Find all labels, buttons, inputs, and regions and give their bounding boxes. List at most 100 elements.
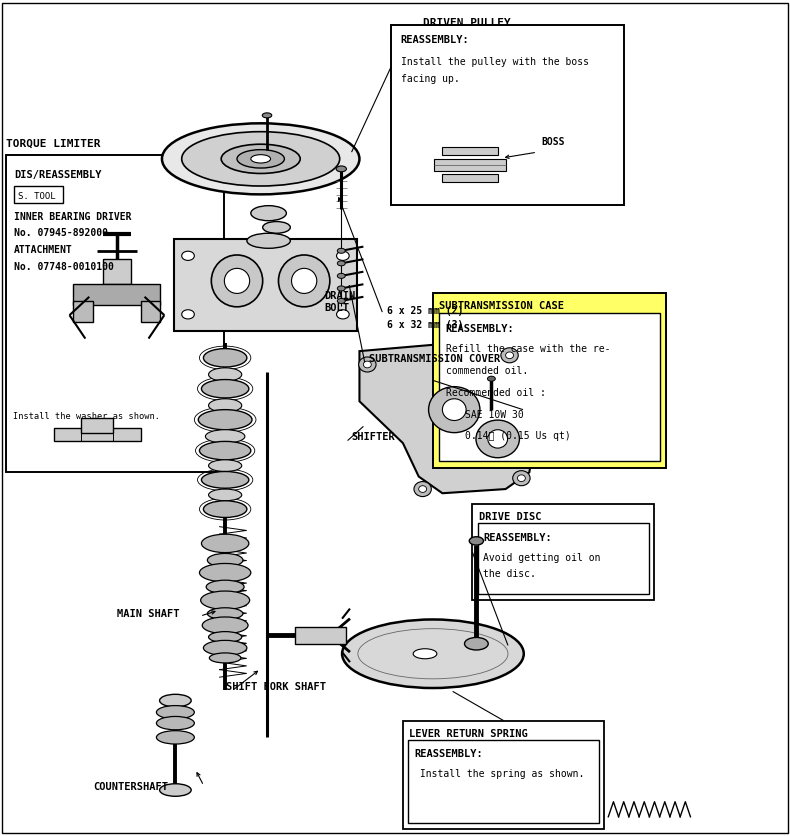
Ellipse shape (506, 352, 514, 359)
Ellipse shape (251, 206, 286, 221)
Ellipse shape (160, 694, 191, 707)
Ellipse shape (209, 653, 241, 663)
Ellipse shape (209, 460, 242, 472)
Ellipse shape (363, 361, 371, 368)
Text: SHIFT FORK SHAFT: SHIFT FORK SHAFT (226, 682, 326, 692)
Ellipse shape (342, 619, 524, 688)
Ellipse shape (199, 441, 251, 460)
Text: No. 07748-0010100: No. 07748-0010100 (14, 262, 114, 272)
Ellipse shape (337, 252, 349, 261)
Ellipse shape (207, 553, 243, 567)
Ellipse shape (198, 410, 252, 430)
FancyBboxPatch shape (73, 284, 160, 305)
FancyBboxPatch shape (174, 239, 357, 331)
Ellipse shape (517, 475, 525, 482)
FancyBboxPatch shape (73, 301, 93, 322)
Ellipse shape (201, 591, 250, 609)
Ellipse shape (246, 233, 291, 248)
Ellipse shape (337, 286, 345, 291)
Text: COUNTERSHAFT: COUNTERSHAFT (93, 782, 168, 792)
Text: BOSS: BOSS (541, 137, 565, 147)
Text: REASSEMBLY:: REASSEMBLY: (446, 324, 514, 334)
Text: 6 x 32 mm (3): 6 x 32 mm (3) (387, 320, 464, 330)
Text: Refill the case with the re-: Refill the case with the re- (446, 344, 610, 354)
FancyBboxPatch shape (81, 418, 113, 433)
Ellipse shape (201, 534, 249, 553)
Ellipse shape (337, 310, 349, 319)
Ellipse shape (224, 268, 250, 293)
Text: Avoid getting oil on: Avoid getting oil on (483, 553, 601, 563)
FancyBboxPatch shape (435, 159, 506, 171)
Ellipse shape (262, 222, 291, 233)
Ellipse shape (206, 580, 244, 594)
Text: REASSEMBLY:: REASSEMBLY: (483, 533, 552, 543)
Ellipse shape (428, 386, 480, 433)
Text: DIS/REASSEMBLY: DIS/REASSEMBLY (14, 170, 102, 180)
Text: INNER BEARING DRIVER: INNER BEARING DRIVER (14, 212, 132, 222)
Ellipse shape (201, 380, 249, 398)
Ellipse shape (469, 537, 483, 545)
Text: ATTACHMENT: ATTACHMENT (14, 245, 73, 255)
Text: S. TOOL: S. TOOL (18, 192, 56, 201)
Text: LEVER RETURN SPRING: LEVER RETURN SPRING (409, 729, 528, 739)
Text: 0.14ℓ (0.15 Us qt): 0.14ℓ (0.15 Us qt) (465, 431, 570, 441)
Text: MAIN SHAFT: MAIN SHAFT (117, 609, 179, 619)
Ellipse shape (209, 368, 242, 381)
Ellipse shape (337, 273, 345, 278)
FancyBboxPatch shape (14, 186, 63, 203)
Ellipse shape (182, 252, 194, 261)
Ellipse shape (203, 640, 246, 655)
Ellipse shape (488, 430, 507, 448)
Text: Install the spring as shown.: Install the spring as shown. (414, 769, 585, 779)
Text: DRAIN
BOLT: DRAIN BOLT (324, 291, 356, 313)
FancyBboxPatch shape (442, 174, 498, 182)
Ellipse shape (513, 471, 530, 486)
Text: commended oil.: commended oil. (446, 366, 528, 376)
Ellipse shape (182, 131, 340, 186)
Text: SUBTRANSMISSION COVER: SUBTRANSMISSION COVER (369, 354, 500, 364)
FancyBboxPatch shape (295, 627, 346, 644)
Ellipse shape (205, 430, 245, 443)
Ellipse shape (476, 421, 520, 458)
FancyBboxPatch shape (6, 155, 224, 472)
Ellipse shape (465, 637, 488, 650)
Ellipse shape (487, 376, 495, 381)
Text: 6 x 25 mm (2): 6 x 25 mm (2) (387, 306, 464, 316)
Ellipse shape (337, 261, 345, 266)
Text: No. 07945-892000: No. 07945-892000 (14, 228, 108, 238)
FancyBboxPatch shape (403, 721, 604, 829)
Ellipse shape (237, 150, 284, 168)
FancyBboxPatch shape (54, 428, 141, 441)
Ellipse shape (292, 268, 317, 293)
Text: facing up.: facing up. (401, 74, 459, 84)
Ellipse shape (262, 113, 272, 118)
Ellipse shape (202, 617, 248, 634)
Text: REASSEMBLY:: REASSEMBLY: (401, 35, 469, 45)
Ellipse shape (337, 166, 346, 172)
Text: SHIFTER: SHIFTER (352, 432, 395, 442)
Ellipse shape (414, 482, 431, 497)
Polygon shape (359, 339, 537, 493)
Ellipse shape (182, 310, 194, 319)
FancyBboxPatch shape (439, 313, 660, 461)
FancyBboxPatch shape (478, 523, 649, 594)
Text: DRIVEN PULLEY: DRIVEN PULLEY (423, 18, 510, 28)
Text: SUBTRANSMISSION CASE: SUBTRANSMISSION CASE (439, 301, 564, 311)
Text: REASSEMBLY:: REASSEMBLY: (414, 749, 483, 759)
Ellipse shape (359, 357, 376, 372)
Ellipse shape (212, 255, 262, 307)
Ellipse shape (221, 144, 300, 173)
Ellipse shape (156, 706, 194, 719)
Text: Install the washer as shown.: Install the washer as shown. (13, 412, 160, 421)
FancyBboxPatch shape (472, 504, 654, 600)
Ellipse shape (442, 399, 466, 421)
Ellipse shape (413, 649, 437, 659)
Ellipse shape (279, 255, 330, 307)
Ellipse shape (156, 731, 194, 744)
FancyBboxPatch shape (103, 259, 131, 284)
Ellipse shape (160, 784, 191, 796)
Ellipse shape (156, 716, 194, 730)
Text: SAE 10W 30: SAE 10W 30 (465, 410, 523, 420)
Ellipse shape (251, 155, 270, 163)
Ellipse shape (209, 399, 242, 412)
